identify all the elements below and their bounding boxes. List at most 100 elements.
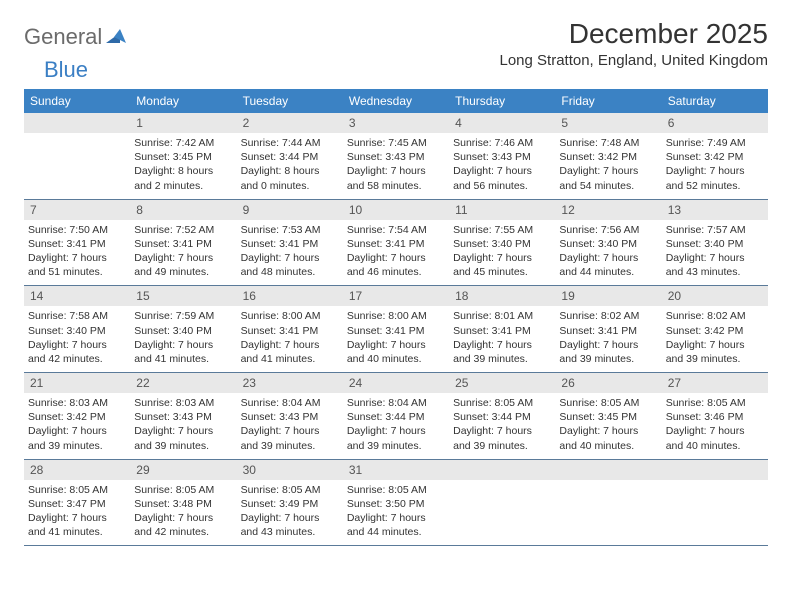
day-number-cell: 18: [449, 286, 555, 307]
day-content-cell: Sunrise: 8:05 AMSunset: 3:50 PMDaylight:…: [343, 480, 449, 546]
day-content-cell: Sunrise: 8:05 AMSunset: 3:44 PMDaylight:…: [449, 393, 555, 459]
day-number-cell: 2: [237, 113, 343, 133]
sunrise-line: Sunrise: 7:58 AM: [28, 309, 126, 323]
day-number: 2: [237, 113, 343, 133]
day-number: 8: [130, 200, 236, 220]
daylight-line: Daylight: 7 hours and 39 minutes.: [347, 424, 445, 452]
day-details: Sunrise: 7:46 AMSunset: 3:43 PMDaylight:…: [449, 133, 555, 199]
day-number: 10: [343, 200, 449, 220]
sunrise-line: Sunrise: 7:59 AM: [134, 309, 232, 323]
day-details: Sunrise: 8:04 AMSunset: 3:43 PMDaylight:…: [237, 393, 343, 459]
day-content-row: Sunrise: 8:03 AMSunset: 3:42 PMDaylight:…: [24, 393, 768, 459]
day-details: Sunrise: 7:53 AMSunset: 3:41 PMDaylight:…: [237, 220, 343, 286]
logo-mark-icon: [106, 27, 126, 48]
sunrise-line: Sunrise: 7:42 AM: [134, 136, 232, 150]
daylight-line: Daylight: 7 hours and 41 minutes.: [241, 338, 339, 366]
daylight-line: Daylight: 7 hours and 41 minutes.: [28, 511, 126, 539]
sunrise-line: Sunrise: 7:57 AM: [666, 223, 764, 237]
sunset-line: Sunset: 3:41 PM: [241, 324, 339, 338]
day-number-row: 21222324252627: [24, 373, 768, 394]
day-number-cell: 24: [343, 373, 449, 394]
day-number-cell: 15: [130, 286, 236, 307]
day-number: 25: [449, 373, 555, 393]
weekday-header: Monday: [130, 89, 236, 113]
daylight-line: Daylight: 7 hours and 41 minutes.: [134, 338, 232, 366]
day-details: Sunrise: 7:42 AMSunset: 3:45 PMDaylight:…: [130, 133, 236, 199]
logo-text-1: General: [24, 24, 102, 50]
day-details: Sunrise: 8:00 AMSunset: 3:41 PMDaylight:…: [237, 306, 343, 372]
sunrise-line: Sunrise: 8:00 AM: [241, 309, 339, 323]
day-details: Sunrise: 7:54 AMSunset: 3:41 PMDaylight:…: [343, 220, 449, 286]
logo: General: [24, 24, 128, 50]
day-number: 3: [343, 113, 449, 133]
day-number-cell: 5: [555, 113, 661, 133]
day-details: Sunrise: 8:03 AMSunset: 3:42 PMDaylight:…: [24, 393, 130, 459]
sunset-line: Sunset: 3:42 PM: [666, 324, 764, 338]
sunset-line: Sunset: 3:47 PM: [28, 497, 126, 511]
sunrise-line: Sunrise: 8:02 AM: [559, 309, 657, 323]
day-details: Sunrise: 8:03 AMSunset: 3:43 PMDaylight:…: [130, 393, 236, 459]
sunrise-line: Sunrise: 8:04 AM: [241, 396, 339, 410]
day-content-cell: Sunrise: 7:52 AMSunset: 3:41 PMDaylight:…: [130, 220, 236, 286]
day-content-cell: Sunrise: 8:05 AMSunset: 3:49 PMDaylight:…: [237, 480, 343, 546]
daylight-line: Daylight: 7 hours and 39 minutes.: [666, 338, 764, 366]
day-number-cell: 29: [130, 459, 236, 480]
day-number: 18: [449, 286, 555, 306]
day-details: Sunrise: 7:59 AMSunset: 3:40 PMDaylight:…: [130, 306, 236, 372]
sunrise-line: Sunrise: 8:05 AM: [134, 483, 232, 497]
sunset-line: Sunset: 3:41 PM: [347, 237, 445, 251]
day-content-cell: Sunrise: 7:46 AMSunset: 3:43 PMDaylight:…: [449, 133, 555, 199]
daylight-line: Daylight: 7 hours and 58 minutes.: [347, 164, 445, 192]
day-content-cell: Sunrise: 7:56 AMSunset: 3:40 PMDaylight:…: [555, 220, 661, 286]
daylight-line: Daylight: 7 hours and 54 minutes.: [559, 164, 657, 192]
day-content-cell: Sunrise: 8:00 AMSunset: 3:41 PMDaylight:…: [237, 306, 343, 372]
day-number: 23: [237, 373, 343, 393]
day-number-cell: 17: [343, 286, 449, 307]
day-content-cell: Sunrise: 8:02 AMSunset: 3:42 PMDaylight:…: [662, 306, 768, 372]
day-content-cell: [24, 133, 130, 199]
sunset-line: Sunset: 3:49 PM: [241, 497, 339, 511]
day-number-row: 14151617181920: [24, 286, 768, 307]
sunset-line: Sunset: 3:40 PM: [134, 324, 232, 338]
sunrise-line: Sunrise: 8:05 AM: [28, 483, 126, 497]
day-content-cell: Sunrise: 8:00 AMSunset: 3:41 PMDaylight:…: [343, 306, 449, 372]
day-number-cell: 27: [662, 373, 768, 394]
sunset-line: Sunset: 3:44 PM: [453, 410, 551, 424]
day-content-cell: Sunrise: 8:04 AMSunset: 3:44 PMDaylight:…: [343, 393, 449, 459]
day-number-cell: 7: [24, 199, 130, 220]
day-content-cell: Sunrise: 7:49 AMSunset: 3:42 PMDaylight:…: [662, 133, 768, 199]
daylight-line: Daylight: 7 hours and 39 minutes.: [134, 424, 232, 452]
day-number-cell: 26: [555, 373, 661, 394]
day-content-cell: Sunrise: 8:05 AMSunset: 3:46 PMDaylight:…: [662, 393, 768, 459]
calendar-table: SundayMondayTuesdayWednesdayThursdayFrid…: [24, 89, 768, 546]
sunset-line: Sunset: 3:40 PM: [453, 237, 551, 251]
sunset-line: Sunset: 3:44 PM: [347, 410, 445, 424]
day-number-cell: 10: [343, 199, 449, 220]
day-number-cell: 8: [130, 199, 236, 220]
sunrise-line: Sunrise: 7:55 AM: [453, 223, 551, 237]
daylight-line: Daylight: 7 hours and 39 minutes.: [559, 338, 657, 366]
day-number: 6: [662, 113, 768, 133]
day-number: 31: [343, 460, 449, 480]
sunset-line: Sunset: 3:40 PM: [28, 324, 126, 338]
sunrise-line: Sunrise: 7:54 AM: [347, 223, 445, 237]
daylight-line: Daylight: 7 hours and 44 minutes.: [559, 251, 657, 279]
day-number-cell: [662, 459, 768, 480]
sunset-line: Sunset: 3:41 PM: [28, 237, 126, 251]
day-number: 4: [449, 113, 555, 133]
weekday-header: Saturday: [662, 89, 768, 113]
day-details: Sunrise: 7:56 AMSunset: 3:40 PMDaylight:…: [555, 220, 661, 286]
day-content-cell: Sunrise: 8:03 AMSunset: 3:42 PMDaylight:…: [24, 393, 130, 459]
day-content-row: Sunrise: 7:50 AMSunset: 3:41 PMDaylight:…: [24, 220, 768, 286]
sunset-line: Sunset: 3:41 PM: [241, 237, 339, 251]
sunset-line: Sunset: 3:41 PM: [453, 324, 551, 338]
daylight-line: Daylight: 7 hours and 48 minutes.: [241, 251, 339, 279]
sunrise-line: Sunrise: 7:53 AM: [241, 223, 339, 237]
daylight-line: Daylight: 7 hours and 43 minutes.: [666, 251, 764, 279]
sunset-line: Sunset: 3:45 PM: [559, 410, 657, 424]
sunrise-line: Sunrise: 8:05 AM: [666, 396, 764, 410]
daylight-line: Daylight: 7 hours and 51 minutes.: [28, 251, 126, 279]
day-details: Sunrise: 7:52 AMSunset: 3:41 PMDaylight:…: [130, 220, 236, 286]
sunset-line: Sunset: 3:42 PM: [28, 410, 126, 424]
day-content-cell: Sunrise: 8:02 AMSunset: 3:41 PMDaylight:…: [555, 306, 661, 372]
